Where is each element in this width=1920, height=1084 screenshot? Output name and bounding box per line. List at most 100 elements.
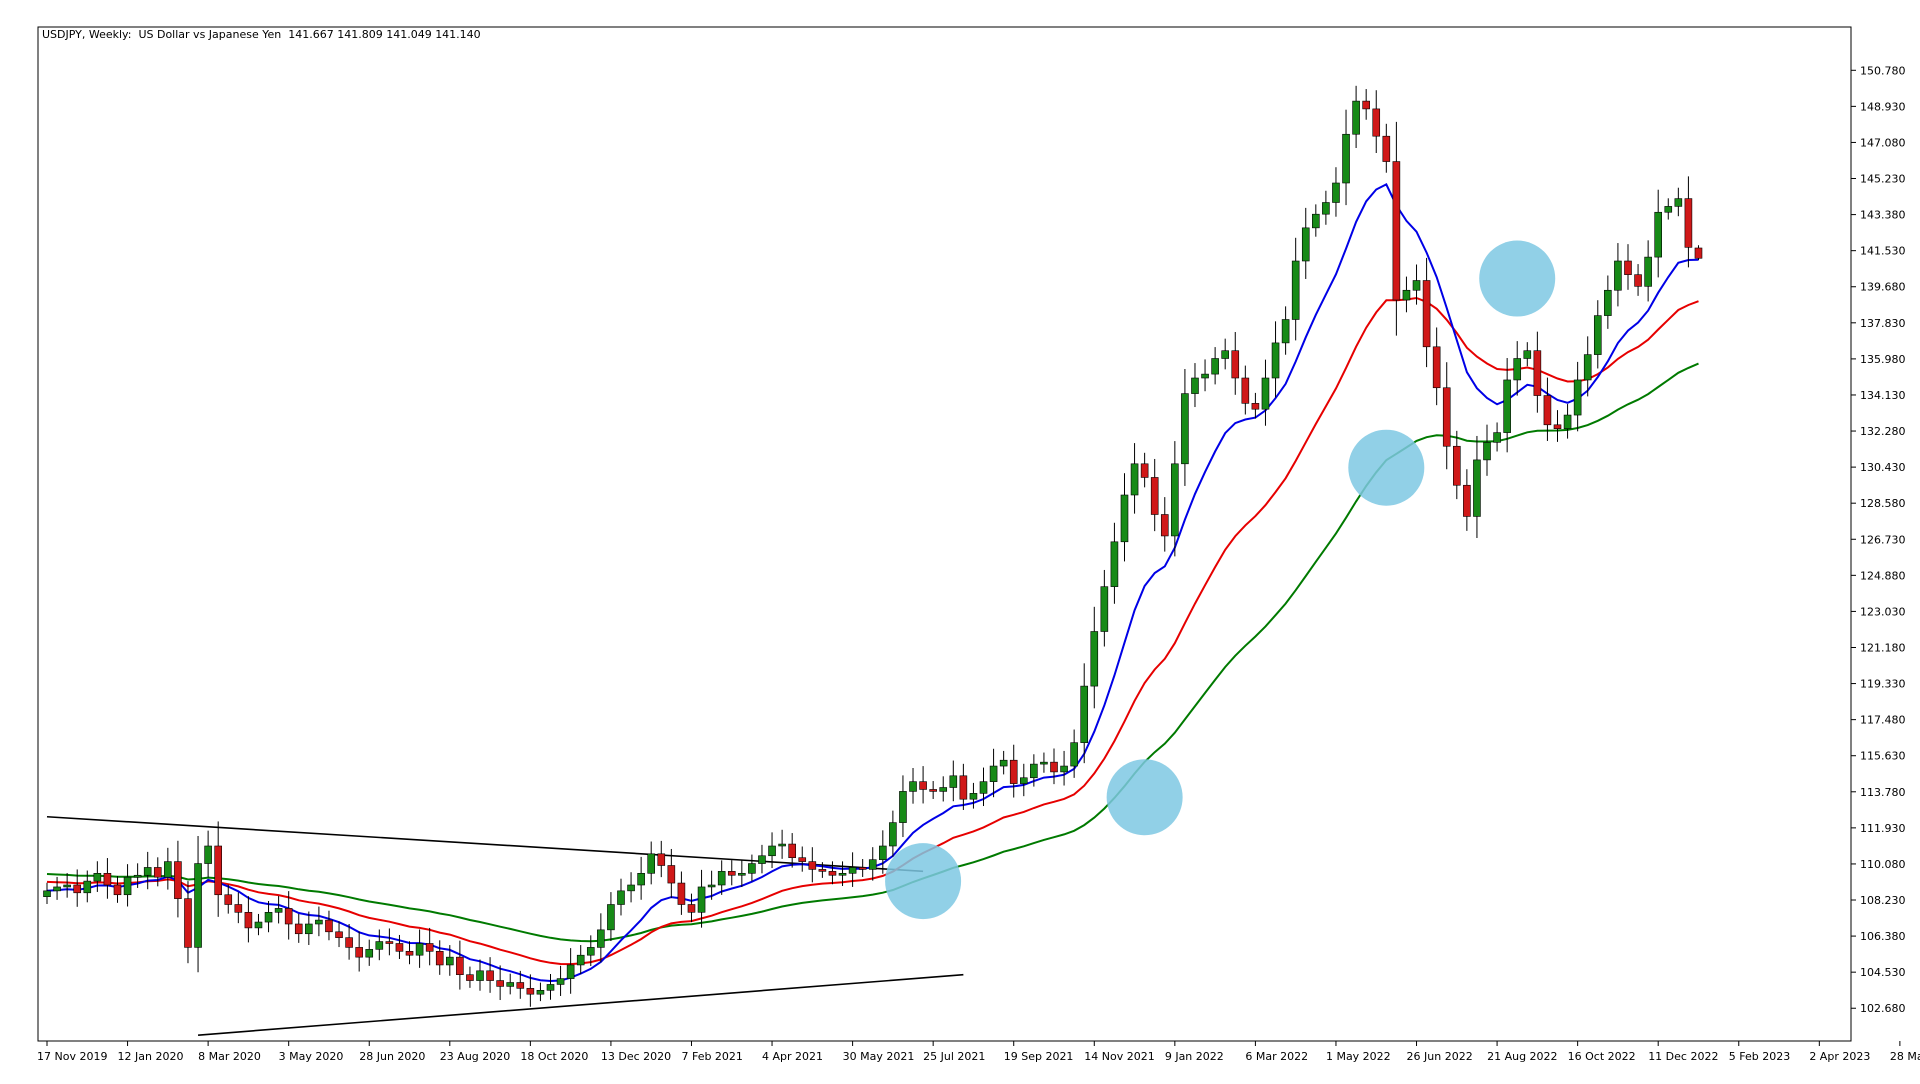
candle-body <box>607 904 615 931</box>
candle <box>1644 240 1652 302</box>
candle <box>123 864 132 907</box>
candle-body <box>325 919 333 933</box>
candle-body <box>1392 161 1401 301</box>
candle <box>445 945 454 976</box>
candle-body <box>1312 213 1320 229</box>
candle <box>1604 275 1612 329</box>
candle-body <box>1614 260 1622 291</box>
candle-body <box>234 904 243 913</box>
candle <box>1060 750 1068 786</box>
candle-body <box>506 982 515 987</box>
candle <box>566 948 575 994</box>
candle <box>808 847 817 883</box>
candle <box>1563 404 1572 439</box>
candle-body <box>566 964 575 979</box>
candle-body <box>1140 463 1149 478</box>
candle <box>516 970 525 999</box>
candle-body <box>1674 198 1683 207</box>
candle <box>1573 361 1582 432</box>
candle <box>153 857 162 887</box>
candle <box>707 870 716 900</box>
candle <box>184 881 192 964</box>
candle-body <box>1201 373 1209 379</box>
candle <box>1654 189 1662 278</box>
y-tick-label: 126.730 <box>1860 533 1906 546</box>
candle <box>1382 123 1391 173</box>
candle <box>1261 359 1270 426</box>
candle-body <box>395 943 404 952</box>
candle-body <box>1473 459 1481 517</box>
candle <box>1171 441 1179 557</box>
y-tick-label: 123.030 <box>1860 605 1906 618</box>
candle <box>788 833 796 868</box>
candle-body <box>516 982 525 989</box>
candle-body <box>909 781 917 792</box>
candle <box>315 906 323 937</box>
candle-body <box>667 865 676 884</box>
candle-body <box>1050 761 1058 773</box>
candle <box>1684 176 1693 268</box>
candle <box>294 913 303 943</box>
candle-body <box>1543 395 1552 426</box>
candle-body <box>1261 377 1270 410</box>
candle <box>1019 763 1028 797</box>
candle <box>1422 257 1431 368</box>
candle-body <box>1372 108 1381 137</box>
candle-body <box>727 871 736 876</box>
candle-body <box>264 911 273 923</box>
candle-body <box>949 775 958 788</box>
candle <box>1120 473 1129 562</box>
candle <box>1674 187 1683 217</box>
candle <box>83 870 92 903</box>
y-tick-label: 137.830 <box>1860 317 1906 330</box>
candle-body <box>637 872 645 886</box>
candle <box>1583 336 1592 397</box>
candle <box>204 830 212 878</box>
y-tick-label: 132.280 <box>1860 425 1906 438</box>
candle <box>677 871 686 915</box>
candle-body <box>889 822 897 847</box>
candle <box>979 767 988 807</box>
candle <box>254 913 263 936</box>
candle-body <box>818 869 827 872</box>
candle-body <box>1503 379 1511 433</box>
x-tick-label: 16 Oct 2022 <box>1568 1050 1636 1063</box>
candle-body <box>496 980 504 987</box>
candle-body <box>1604 289 1612 316</box>
candle <box>93 861 102 892</box>
candle <box>305 911 313 945</box>
candle <box>284 891 293 940</box>
candle <box>53 876 61 900</box>
candle-body <box>647 853 656 874</box>
candle-body <box>415 943 424 956</box>
candle-body <box>103 872 112 886</box>
candle <box>1030 754 1038 787</box>
highlight-circle <box>1479 240 1556 317</box>
candle-body <box>556 978 565 985</box>
candle-body <box>1070 742 1078 767</box>
candle <box>1362 89 1370 120</box>
candle <box>1070 729 1078 778</box>
candle <box>1634 264 1642 296</box>
candle-body <box>1150 477 1159 515</box>
candle-body <box>576 954 585 966</box>
candle <box>899 775 907 838</box>
candle-body <box>1030 763 1038 779</box>
candle-body <box>83 880 92 894</box>
candle-body <box>1301 227 1310 262</box>
candle <box>174 840 182 918</box>
candle-body <box>1583 354 1592 381</box>
candle-body <box>738 872 746 876</box>
candle <box>1342 109 1350 206</box>
candle-body <box>1533 350 1542 396</box>
candle-body <box>748 863 756 874</box>
candle-body <box>697 886 706 913</box>
candle <box>1191 363 1199 408</box>
candle <box>1432 327 1441 406</box>
candle <box>617 878 625 916</box>
candle <box>1130 443 1139 514</box>
candle-body <box>1624 260 1632 275</box>
candle-body <box>879 845 887 860</box>
candle <box>546 973 555 1000</box>
candle-body <box>355 947 363 958</box>
